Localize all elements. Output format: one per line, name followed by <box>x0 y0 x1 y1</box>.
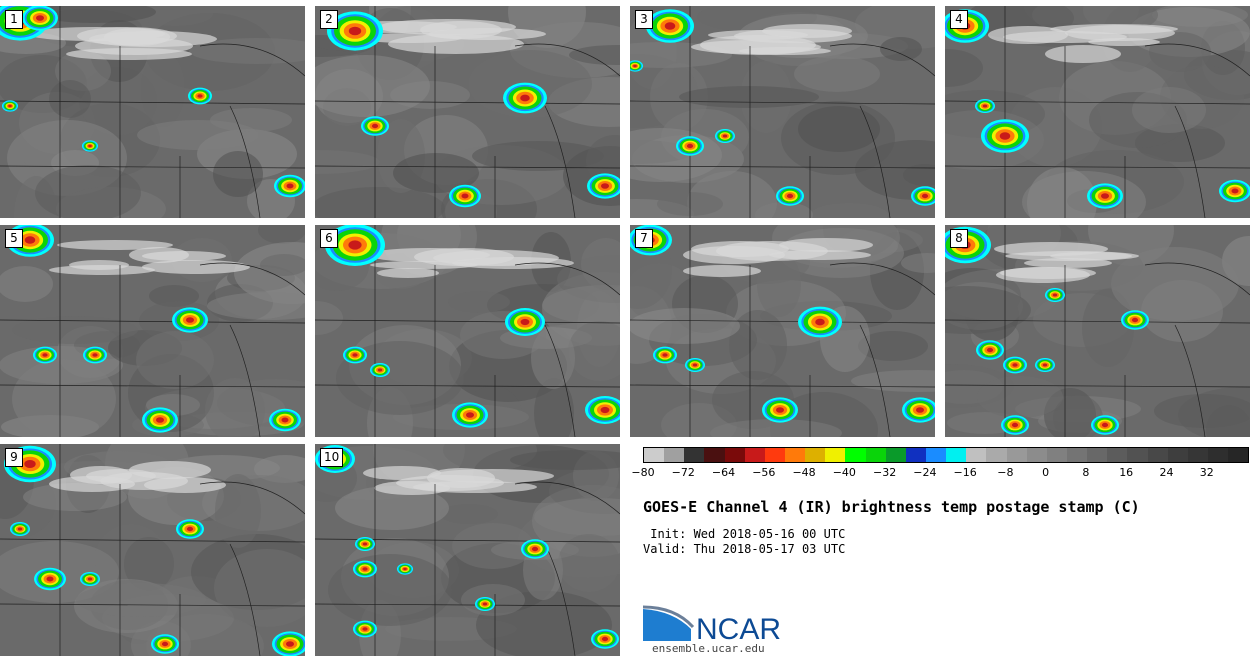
colorbar-segment <box>1046 448 1067 462</box>
colorbar-segment <box>986 448 1007 462</box>
panel-number: 5 <box>5 229 23 248</box>
panel-number: 10 <box>320 448 344 467</box>
temperature-colorbar <box>643 447 1249 463</box>
colorbar-tick-labels: −80 −72 −64 −56 −48 −40 −32 −24 −16 −8 0 8 16 24 32 <box>631 466 1247 480</box>
panel-number: 8 <box>950 229 968 248</box>
forecast-panel-4: 4 <box>945 6 1250 218</box>
panel-number: 9 <box>5 448 23 467</box>
colorbar-segment <box>764 448 785 462</box>
colorbar-tick-label: 8 <box>1082 466 1090 479</box>
colorbar-tick-label: −48 <box>792 466 816 479</box>
ir-satellite-map <box>630 6 935 218</box>
panel-number: 1 <box>5 10 23 29</box>
colorbar-segment <box>664 448 685 462</box>
colorbar-tick-label: −8 <box>997 466 1014 479</box>
init-time: Init: Wed 2018-05-16 00 UTC <box>643 527 846 541</box>
ir-satellite-map <box>945 225 1250 437</box>
colorbar-segment <box>784 448 806 462</box>
colorbar-segment <box>1087 448 1108 462</box>
forecast-panel-7: 7 <box>630 225 935 437</box>
panel-number: 7 <box>635 229 653 248</box>
forecast-panel-2: 2 <box>315 6 620 218</box>
colorbar-tick-label: −80 <box>631 466 655 479</box>
colorbar-segment <box>684 448 705 462</box>
ir-satellite-map <box>315 225 620 437</box>
colorbar-segment <box>1147 448 1168 462</box>
forecast-panel-5: 5 <box>0 225 305 437</box>
forecast-panel-9: 9 <box>0 444 305 656</box>
ncar-logo-text: NCAR <box>696 613 781 643</box>
colorbar-segment <box>845 448 866 462</box>
colorbar-segment <box>966 448 987 462</box>
colorbar-segment <box>925 448 947 462</box>
colorbar-segment <box>744 448 765 462</box>
ir-satellite-map <box>0 444 305 656</box>
colorbar-tick-label: −24 <box>913 466 937 479</box>
ir-satellite-map <box>0 225 305 437</box>
colorbar-segment <box>644 448 665 462</box>
colorbar-segment <box>805 448 826 462</box>
colorbar-segment <box>704 448 725 462</box>
ir-satellite-map <box>630 225 935 437</box>
colorbar-tick-label: 24 <box>1159 466 1174 479</box>
colorbar-tick-label: 16 <box>1119 466 1134 479</box>
colorbar-segment <box>905 448 926 462</box>
colorbar-segment <box>825 448 846 462</box>
colorbar-segment <box>946 448 967 462</box>
colorbar-segment <box>1127 448 1148 462</box>
colorbar-segment <box>1228 448 1249 462</box>
ir-satellite-map <box>0 6 305 218</box>
colorbar-tick-label: −40 <box>832 466 856 479</box>
panel-number: 2 <box>320 10 338 29</box>
colorbar-tick-label: −72 <box>671 466 695 479</box>
colorbar-tick-label: −64 <box>711 466 736 479</box>
forecast-panel-10: 10 <box>315 444 620 656</box>
figure-title: GOES-E Channel 4 (IR) brightness temp po… <box>643 498 1140 516</box>
colorbar-segment <box>885 448 906 462</box>
colorbar-segment <box>1006 448 1027 462</box>
forecast-panel-8: 8 <box>945 225 1250 437</box>
ncar-swoosh-icon <box>643 609 691 641</box>
colorbar-segment <box>724 448 745 462</box>
valid-time: Valid: Thu 2018-05-17 03 UTC <box>643 542 846 556</box>
colorbar-segment <box>1187 448 1208 462</box>
forecast-panel-3: 3 <box>630 6 935 218</box>
ir-satellite-map <box>945 6 1250 218</box>
colorbar-segment <box>1167 448 1188 462</box>
forecast-panel-1: 1 <box>0 6 305 218</box>
forecast-panel-6: 6 <box>315 225 620 437</box>
colorbar-segment <box>1107 448 1128 462</box>
colorbar-segment <box>1026 448 1047 462</box>
colorbar-tick-label: 0 <box>1042 466 1050 479</box>
ir-satellite-map <box>315 444 620 656</box>
colorbar-tick-label: 32 <box>1199 466 1214 479</box>
ir-satellite-map <box>315 6 620 218</box>
colorbar-tick-label: −32 <box>872 466 897 479</box>
site-url: ensemble.ucar.edu <box>652 642 765 655</box>
colorbar-segment <box>1066 448 1088 462</box>
panel-number: 6 <box>320 229 338 248</box>
colorbar-tick-label: −56 <box>752 466 776 479</box>
colorbar-segment <box>1207 448 1229 462</box>
colorbar-segment <box>865 448 886 462</box>
colorbar-tick-label: −16 <box>953 466 977 479</box>
ncar-logo: NCAR <box>643 605 781 643</box>
panel-number: 4 <box>950 10 968 29</box>
panel-number: 3 <box>635 10 653 29</box>
